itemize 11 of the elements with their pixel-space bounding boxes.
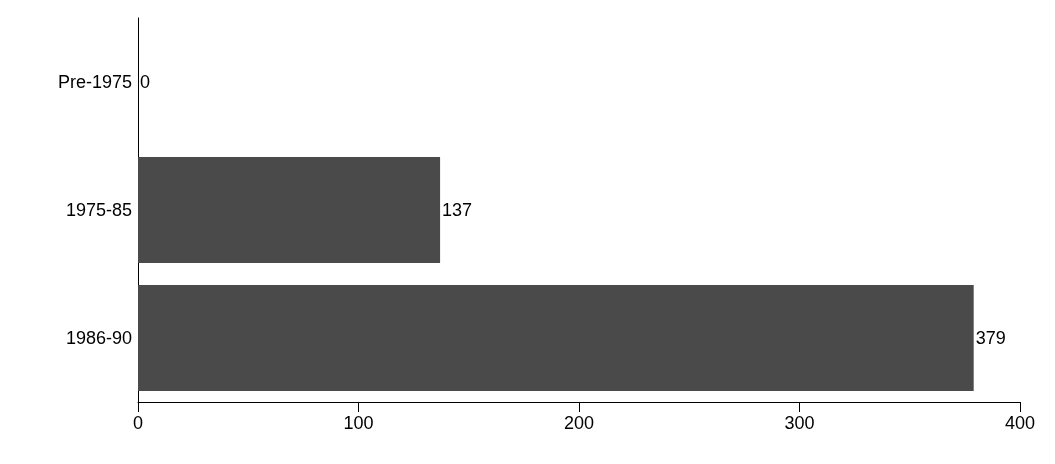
y-tick-label: 1986-90 [65, 328, 132, 348]
x-tick-label: 100 [343, 413, 374, 433]
y-tick-label: 1975-85 [65, 200, 132, 220]
x-tick-label: 300 [784, 413, 815, 433]
x-tick-label: 200 [563, 413, 595, 433]
y-tick-label: Pre-1975 [57, 72, 132, 92]
data-label: 137 [442, 200, 473, 220]
x-tick-label: 0 [132, 413, 144, 433]
x-tick-label: 400 [1004, 413, 1036, 433]
data-label: 0 [140, 72, 151, 92]
data-label: 379 [975, 328, 1006, 348]
